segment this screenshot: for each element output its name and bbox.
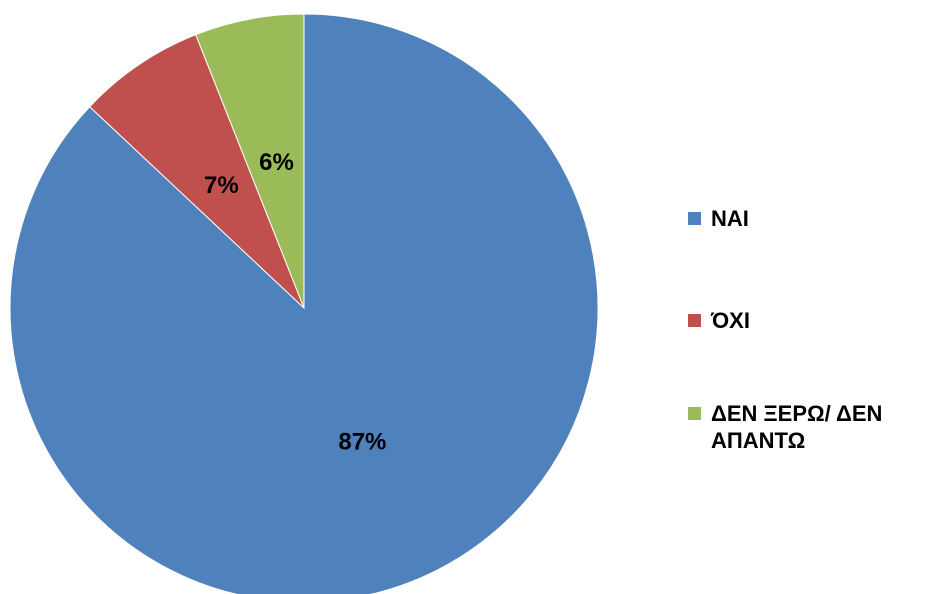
legend-label: NAI: [711, 206, 749, 231]
legend-swatch: [688, 314, 701, 327]
legend-item: NAI: [688, 205, 936, 232]
legend-label: ΌΧΙ: [711, 308, 750, 333]
pie-slice: [195, 13, 305, 309]
data-label: 6%: [259, 149, 294, 176]
legend-swatch: [688, 212, 701, 225]
legend-swatch: [688, 407, 701, 420]
pie-slice: [88, 33, 305, 309]
pie-slice: [9, 13, 599, 594]
legend-item: ΔΕΝ ΞΕΡΩ/ ΔΕΝ ΑΠΑΝΤΩ: [688, 400, 936, 454]
legend-label: ΔΕΝ ΞΕΡΩ/ ΔΕΝ ΑΠΑΝΤΩ: [711, 401, 883, 453]
data-label: 87%: [338, 428, 386, 455]
legend-item: ΌΧΙ: [688, 307, 936, 334]
data-label: 7%: [204, 172, 239, 199]
